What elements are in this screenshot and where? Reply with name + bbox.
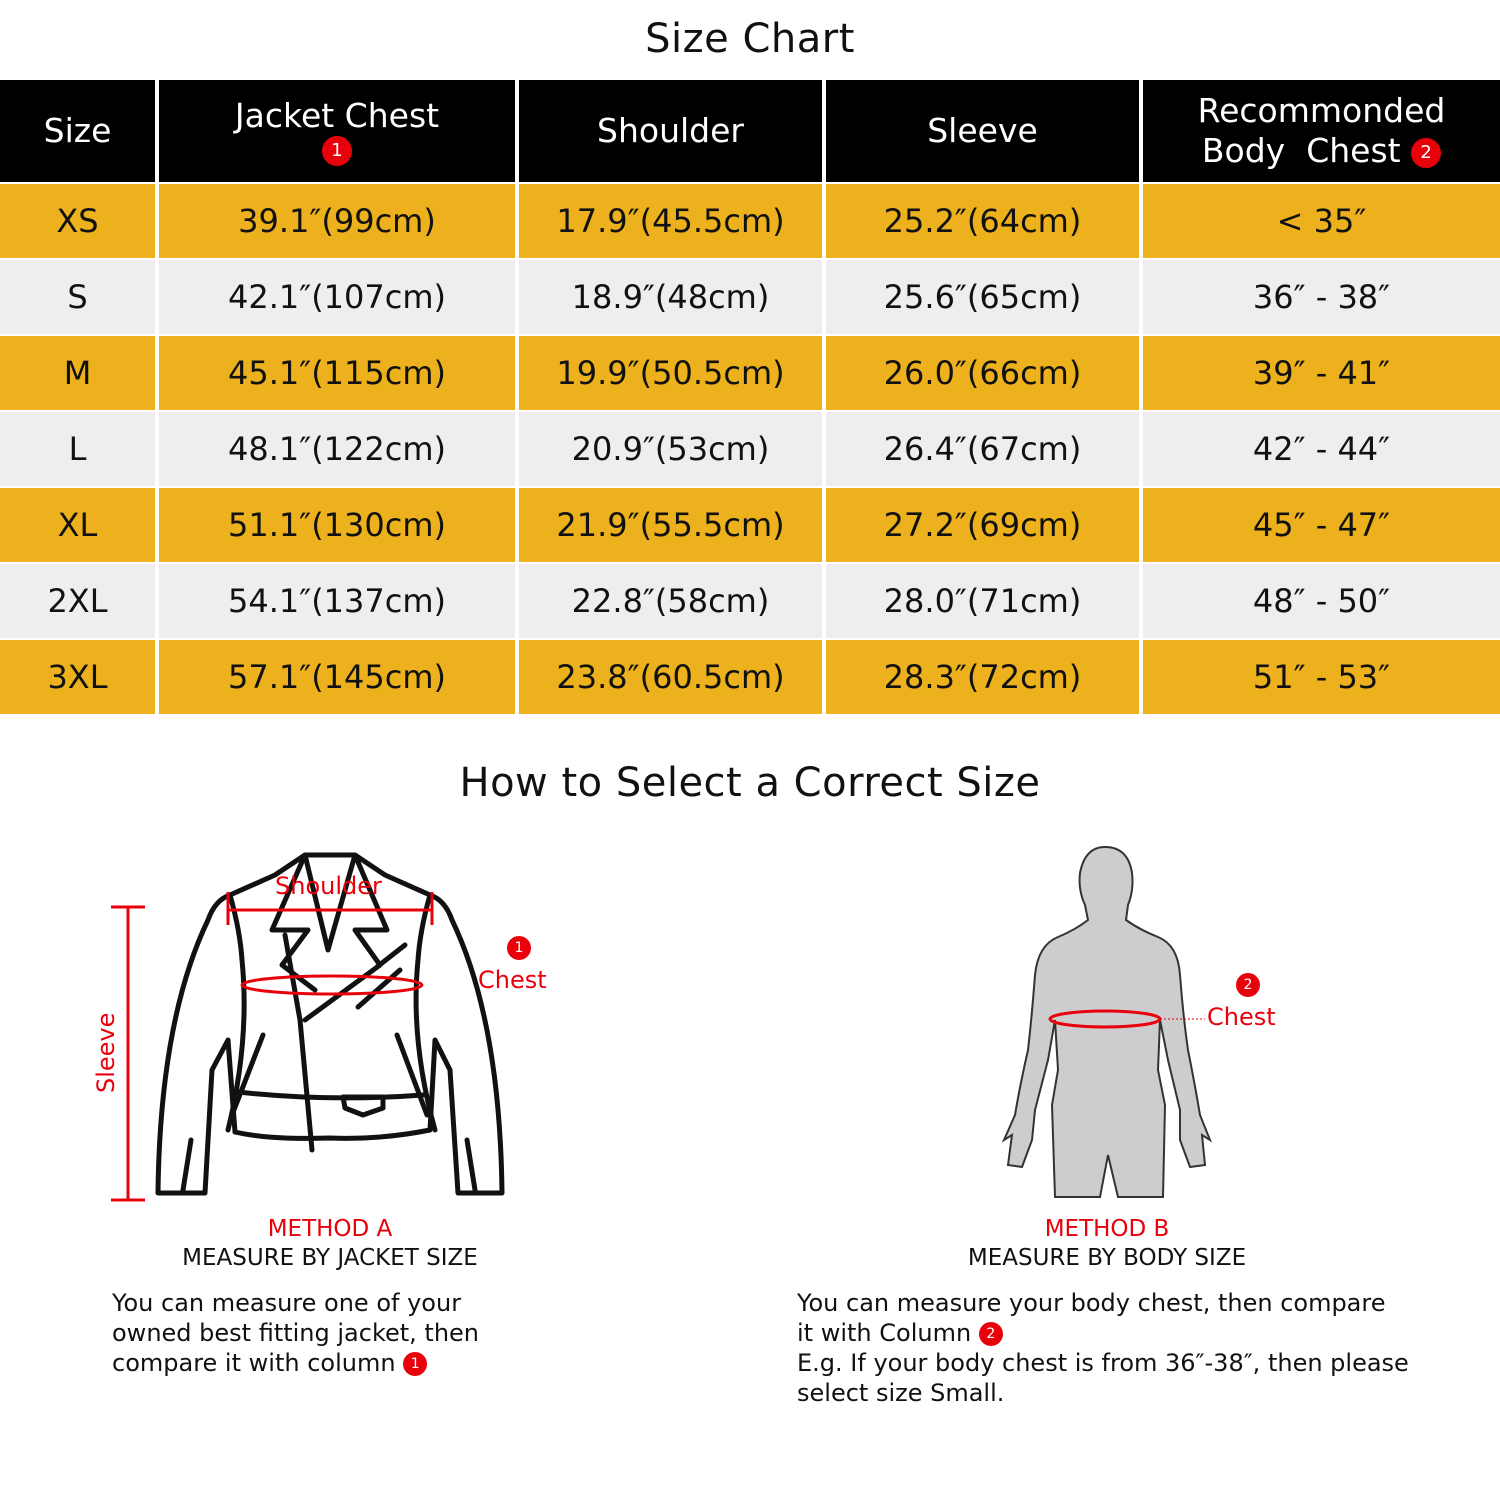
table-cell: 25.6″(65cm)	[826, 258, 1139, 334]
header-body-chest: Recommonded Body Chest 2	[1143, 80, 1500, 182]
table-cell: 48″ - 50″	[1143, 562, 1500, 638]
desc-text: compare it with column	[112, 1349, 396, 1377]
header-label: Jacket Chest	[234, 96, 440, 135]
table-cell: 18.9″(48cm)	[519, 258, 822, 334]
size-cell: XL	[0, 486, 155, 562]
badge-1: 1	[507, 936, 531, 960]
header-label: Sleeve	[927, 111, 1038, 150]
size-table: Size Jacket Chest 1 Shoulder Sleeve Recom…	[0, 80, 1500, 714]
table-cell: 51″ - 53″	[1143, 638, 1500, 714]
table-cell: 48.1″(122cm)	[159, 410, 515, 486]
method-b-caption: METHOD B MEASURE BY BODY SIZE	[857, 1215, 1357, 1273]
badge-2: 2	[1236, 973, 1260, 997]
table-cell: 57.1″(145cm)	[159, 638, 515, 714]
table-cell: 20.9″(53cm)	[519, 410, 822, 486]
jacket-chest-label: Chest	[478, 966, 547, 994]
size-cell: S	[0, 258, 155, 334]
header-label: Recommonded	[1197, 91, 1446, 130]
header-jacket-chest: Jacket Chest 1	[159, 80, 515, 182]
table-cell: 42.1″(107cm)	[159, 258, 515, 334]
table-cell: 45.1″(115cm)	[159, 334, 515, 410]
table-cell: 21.9″(55.5cm)	[519, 486, 822, 562]
badge-1: 1	[322, 136, 352, 166]
table-cell: 51.1″(130cm)	[159, 486, 515, 562]
guide-title: How to Select a Correct Size	[459, 760, 1041, 806]
table-cell: 45″ - 47″	[1143, 486, 1500, 562]
badge-2: 2	[978, 1322, 1003, 1346]
table-cell: 54.1″(137cm)	[159, 562, 515, 638]
table-cell: 26.4″(67cm)	[826, 410, 1139, 486]
header-sleeve: Sleeve	[826, 80, 1139, 182]
shoulder-label: Shoulder	[275, 872, 382, 900]
table-cell: 26.0″(66cm)	[826, 334, 1139, 410]
method-a-label: METHOD A	[267, 1216, 393, 1242]
method-b-subtitle: MEASURE BY BODY SIZE	[967, 1245, 1247, 1271]
method-b-label: METHOD B	[1044, 1216, 1170, 1242]
desc-line: owned best fitting jacket, then	[112, 1319, 480, 1347]
jacket-illustration	[111, 852, 505, 1202]
badge-2: 2	[1411, 137, 1442, 168]
body-figure	[1001, 845, 1213, 1198]
body-silhouette	[1001, 845, 1213, 1198]
table-cell: 39″ - 41″	[1143, 334, 1500, 410]
header-shoulder: Shoulder	[519, 80, 822, 182]
chest-measure-ellipse	[240, 974, 424, 996]
size-cell: 3XL	[0, 638, 155, 714]
header-label: Shoulder	[597, 111, 744, 150]
size-cell: M	[0, 334, 155, 410]
header-label: Size	[43, 111, 112, 150]
desc-text: it with Column	[797, 1319, 972, 1347]
table-cell: 23.8″(60.5cm)	[519, 638, 822, 714]
table-cell: 39.1″(99cm)	[159, 182, 515, 258]
table-cell: 28.0″(71cm)	[826, 562, 1139, 638]
table-cell: 19.9″(50.5cm)	[519, 334, 822, 410]
header-label-line2: Body Chest 2	[1201, 131, 1442, 171]
header-label: Body Chest	[1201, 131, 1401, 170]
table-cell: 27.2″(69cm)	[826, 486, 1139, 562]
method-a-caption: METHOD A MEASURE BY JACKET SIZE	[80, 1215, 580, 1273]
table-cell: < 35″	[1143, 182, 1500, 258]
table-cell: 42″ - 44″	[1143, 410, 1500, 486]
table-cell: 36″ - 38″	[1143, 258, 1500, 334]
desc-line: E.g. If your body chest is from 36″-38″,…	[797, 1349, 1409, 1377]
method-b-description: You can measure your body chest, then co…	[797, 1288, 1409, 1408]
desc-line: You can measure one of your	[112, 1289, 462, 1317]
desc-line: it with Column 2	[797, 1318, 1409, 1348]
method-a-description: You can measure one of your owned best f…	[112, 1288, 479, 1378]
body-chest-label: Chest	[1207, 1003, 1276, 1031]
desc-line: You can measure your body chest, then co…	[797, 1289, 1386, 1317]
desc-line: compare it with column 1	[112, 1348, 479, 1378]
badge-1: 1	[403, 1352, 428, 1376]
size-cell: 2XL	[0, 562, 155, 638]
table-cell: 25.2″(64cm)	[826, 182, 1139, 258]
table-cell: 17.9″(45.5cm)	[519, 182, 822, 258]
size-cell: L	[0, 410, 155, 486]
table-cell: 28.3″(72cm)	[826, 638, 1139, 714]
header-size: Size	[0, 80, 155, 182]
sleeve-label: Sleeve	[92, 1012, 120, 1093]
desc-line: select size Small.	[797, 1379, 1005, 1407]
table-cell: 22.8″(58cm)	[519, 562, 822, 638]
jacket-outline	[155, 852, 505, 1196]
size-cell: XS	[0, 182, 155, 258]
method-a-subtitle: MEASURE BY JACKET SIZE	[182, 1245, 478, 1271]
page-title: Size Chart	[645, 16, 855, 62]
